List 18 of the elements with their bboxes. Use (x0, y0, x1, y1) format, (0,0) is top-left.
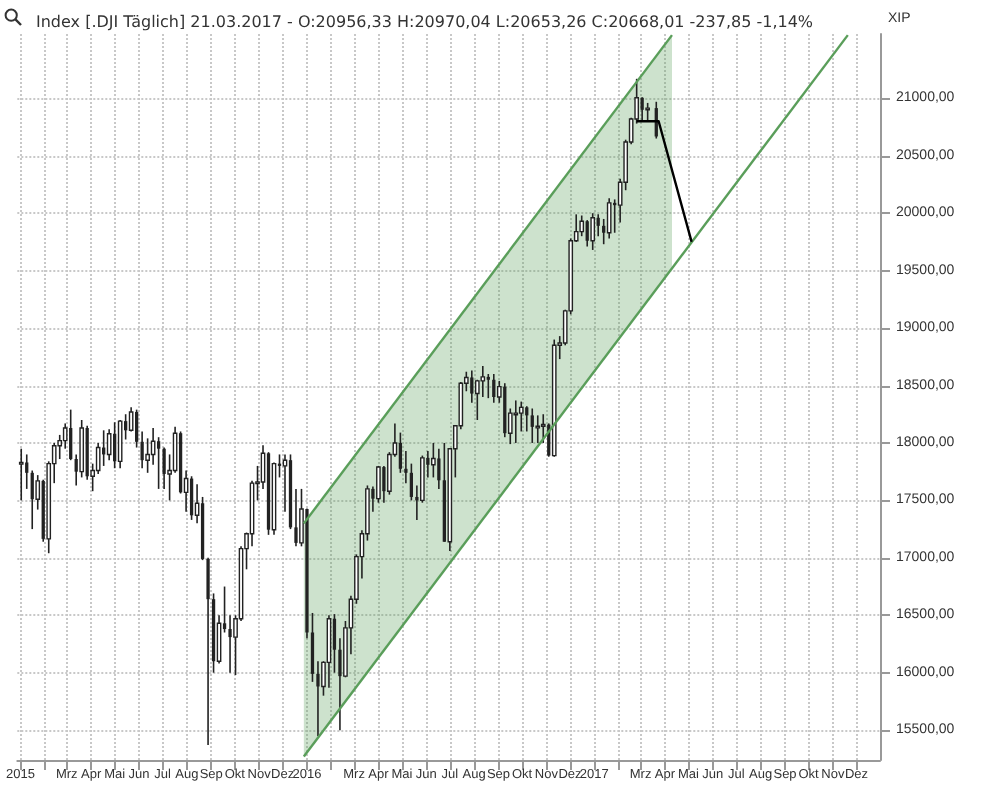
candlestick (530, 407, 534, 444)
chart-title: Index [.DJI Täglich] 21.03.2017 - O:20956,33 H:20970,04 L:20653,26 C:20668,01 -237,85 -1,14% (36, 13, 814, 31)
candlestick (585, 219, 589, 248)
candlestick (535, 414, 541, 444)
candlestick (376, 465, 381, 504)
candlestick (106, 428, 112, 461)
candlestick (480, 365, 486, 398)
candlestick (503, 382, 507, 439)
candlestick (513, 399, 519, 444)
candlestick (486, 373, 490, 399)
candlestick (431, 442, 436, 479)
candlestick (590, 212, 596, 251)
candlestick (156, 436, 161, 490)
candlestick (640, 96, 644, 123)
candlestick (606, 197, 612, 240)
candlestick (79, 419, 85, 479)
candlestick (18, 447, 24, 502)
candlestick (470, 369, 474, 404)
